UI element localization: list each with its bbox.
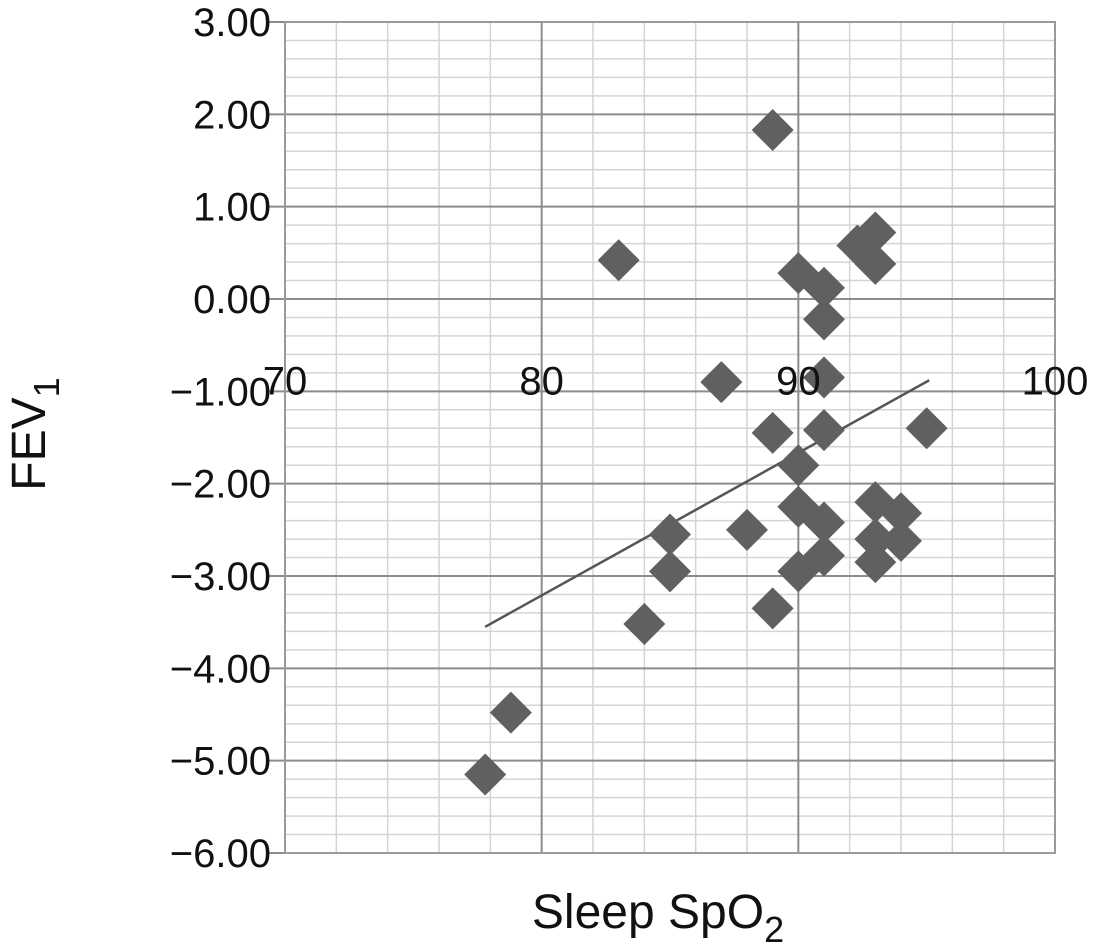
data-point-diamond bbox=[597, 239, 640, 282]
minor-gridlines bbox=[284, 21, 1056, 854]
data-point-diamond bbox=[464, 753, 507, 796]
data-point-diamond bbox=[854, 242, 897, 285]
y-axis-title: FEV1 bbox=[3, 377, 67, 490]
data-point-diamond bbox=[623, 603, 666, 646]
x-tick-label: 90 bbox=[776, 359, 821, 403]
data-point-diamond bbox=[880, 519, 922, 562]
plot-area-border bbox=[284, 21, 1056, 854]
data-point-diamond bbox=[854, 518, 897, 561]
x-axis-title-subscript: 2 bbox=[764, 909, 784, 950]
data-point-diamond bbox=[489, 691, 532, 734]
data-point-diamond bbox=[777, 444, 820, 487]
y-tick-label: 0.00 bbox=[193, 278, 271, 322]
data-point-diamond bbox=[751, 109, 794, 152]
y-tick-label: −5.00 bbox=[170, 740, 271, 784]
y-axis-title-main: FEV bbox=[3, 397, 56, 490]
y-tick-label: 2.00 bbox=[193, 93, 271, 137]
data-point-diamond bbox=[649, 550, 691, 593]
data-point-diamond bbox=[700, 361, 743, 404]
data-point-diamond bbox=[751, 587, 794, 630]
data-point-diamond bbox=[905, 407, 948, 450]
data-point-diamond bbox=[803, 266, 845, 309]
x-tick-label: 80 bbox=[519, 359, 564, 403]
x-tick-label: 70 bbox=[263, 359, 308, 403]
y-axis-tick-labels: 3.00 2.00 1.00 0.00 −1.00 −2.00 −3.00 −4.00 −5.0… bbox=[170, 1, 271, 876]
data-point-diamond bbox=[803, 356, 845, 399]
data-point-diamond bbox=[803, 501, 845, 544]
data-point-diamond bbox=[726, 508, 768, 551]
x-axis-title: Sleep SpO2 bbox=[532, 886, 784, 950]
y-tick-label: 1.00 bbox=[193, 186, 271, 230]
data-point-diamond bbox=[649, 513, 691, 556]
y-tick-label: −4.00 bbox=[170, 647, 271, 691]
y-axis-title-subscript: 1 bbox=[26, 377, 67, 397]
y-tick-label: −1.00 bbox=[170, 370, 271, 414]
y-tick-label: −2.00 bbox=[170, 463, 271, 507]
x-tick-label: 100 bbox=[1022, 359, 1089, 403]
trendline-layer bbox=[484, 379, 930, 628]
y-tick-label: 3.00 bbox=[193, 1, 271, 45]
data-point-diamond bbox=[803, 534, 845, 577]
data-point-diamond bbox=[803, 409, 845, 452]
trendline bbox=[484, 379, 930, 628]
x-axis-title-main: Sleep SpO bbox=[532, 886, 764, 939]
data-point-diamond bbox=[854, 481, 897, 524]
data-point-diamond bbox=[854, 211, 897, 254]
y-tick-label: −6.00 bbox=[170, 832, 271, 876]
data-points bbox=[464, 109, 948, 796]
data-point-diamond bbox=[854, 541, 897, 584]
data-point-diamond bbox=[751, 411, 794, 454]
x-axis-tick-labels: 70 80 90 100 bbox=[263, 359, 1089, 403]
data-point-diamond bbox=[880, 492, 922, 535]
y-tick-label: −3.00 bbox=[170, 555, 271, 599]
data-point-diamond bbox=[803, 298, 845, 341]
